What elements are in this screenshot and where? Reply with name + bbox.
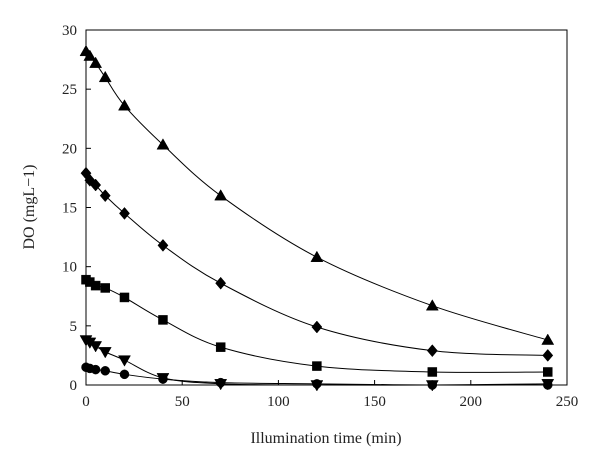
y-tick-label: 20 xyxy=(62,141,77,157)
data-point-circle xyxy=(158,374,168,384)
data-point-triangle xyxy=(214,189,228,201)
data-point-diamond xyxy=(215,276,227,290)
y-tick-label: 25 xyxy=(62,82,77,98)
series-circle xyxy=(81,362,553,390)
data-point-circle xyxy=(427,380,438,390)
data-point-diamond xyxy=(99,189,111,203)
data-point-diamond xyxy=(119,207,130,220)
x-axis-title: Illumination time (min) xyxy=(250,430,401,447)
series-line xyxy=(85,50,548,341)
series-square xyxy=(81,274,553,377)
data-point-diamond xyxy=(90,178,102,192)
data-point-circle xyxy=(543,380,553,390)
data-point-triangle xyxy=(83,49,97,61)
data-point-circle xyxy=(90,364,101,375)
data-point-diamond xyxy=(426,344,438,358)
x-tick-label: 0 xyxy=(82,394,90,410)
data-point-square xyxy=(100,283,110,293)
y-tick-label: 0 xyxy=(70,378,78,394)
data-point-circle xyxy=(215,377,226,388)
data-point-triangle xyxy=(425,299,439,311)
data-point-diamond xyxy=(542,349,554,362)
y-tick-label: 5 xyxy=(70,319,78,335)
data-point-triangle-down xyxy=(118,355,131,367)
data-point-triangle xyxy=(310,250,324,262)
data-point-square xyxy=(215,342,226,352)
y-axis: 0 5 10 15 20 25 30 xyxy=(62,23,91,394)
data-point-triangle xyxy=(541,333,555,345)
x-tick-label: 150 xyxy=(363,394,386,410)
x-tick-label: 250 xyxy=(556,394,579,410)
data-point-circle xyxy=(312,379,322,389)
data-point-circle xyxy=(119,369,130,380)
data-point-triangle xyxy=(118,99,131,111)
data-point-triangle xyxy=(156,138,170,150)
y-tick-label: 15 xyxy=(62,201,77,217)
series-triangle xyxy=(79,44,555,345)
data-point-square xyxy=(312,361,322,371)
data-point-square xyxy=(158,315,168,325)
data-point-triangle-down xyxy=(98,347,112,359)
data-point-square xyxy=(543,367,553,377)
series-layer xyxy=(79,44,555,392)
data-point-square xyxy=(90,280,101,291)
data-point-triangle xyxy=(98,70,112,83)
series-diamond xyxy=(80,166,554,362)
data-point-diamond xyxy=(157,238,169,252)
data-point-triangle-down xyxy=(89,341,103,353)
plot-frame xyxy=(85,29,568,386)
x-tick-label: 200 xyxy=(460,394,483,410)
x-tick-label: 50 xyxy=(175,394,190,410)
y-tick-label: 10 xyxy=(62,260,77,276)
x-tick-label: 100 xyxy=(267,394,290,410)
y-axis-title: DO (mgL−1) xyxy=(21,164,38,249)
data-point-square xyxy=(427,367,438,377)
data-point-diamond xyxy=(311,320,323,334)
data-point-triangle xyxy=(89,56,103,68)
data-point-square xyxy=(119,292,130,303)
x-axis: 0 50 100 150 200 250 xyxy=(82,380,578,410)
y-tick-label: 30 xyxy=(62,23,77,39)
data-point-circle xyxy=(100,366,110,376)
